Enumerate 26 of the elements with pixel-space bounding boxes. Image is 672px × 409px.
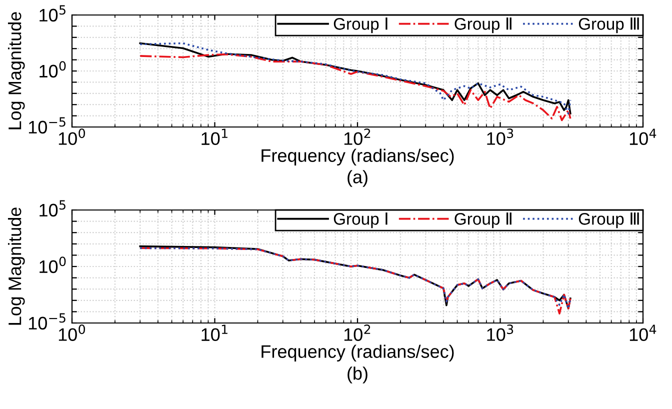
legend-label: Group Ⅰ [334, 18, 388, 34]
x-tick-label: 10$^{0}$ [58, 324, 86, 341]
x-tick-label: 10$^{0}$ [58, 128, 86, 145]
x-axis-title: Frequency (radians/sec) [262, 148, 454, 166]
y-tick-label: 10$^{0}$ [40, 61, 66, 78]
x-axis-title: Frequency (radians/sec) [262, 344, 454, 362]
x-tick-label: 10$^{4}$ [630, 324, 656, 341]
x-tick-label: 10$^{1}$ [202, 128, 228, 145]
x-tick-label: 10$^{3}$ [487, 324, 514, 341]
y-tick-label: 10$^{5}$ [40, 5, 66, 22]
legend-label: Group Ⅲ [578, 212, 639, 228]
x-tick-label: 10$^{1}$ [202, 324, 228, 341]
legend-label: Group Ⅱ [454, 212, 512, 228]
y-axis-title: Log Magnitude [8, 208, 25, 325]
text: (b) [348, 366, 368, 384]
y-axis-title: Log Magnitude [8, 12, 25, 130]
x-tick-label: 10$^{4}$ [630, 128, 656, 145]
legend-label: Group Ⅱ [454, 18, 512, 34]
legend-label: Group Ⅲ [578, 18, 639, 34]
y-tick-label: 10$^{5}$ [40, 200, 66, 217]
y-tick-label: 10$^{0}$ [40, 256, 66, 274]
legend-label: Group Ⅰ [334, 212, 388, 228]
x-tick-label: 10$^{3}$ [487, 128, 514, 145]
x-tick-label: 10$^{2}$ [344, 128, 370, 145]
text: (a) [348, 170, 368, 187]
x-tick-label: 10$^{2}$ [344, 324, 370, 341]
